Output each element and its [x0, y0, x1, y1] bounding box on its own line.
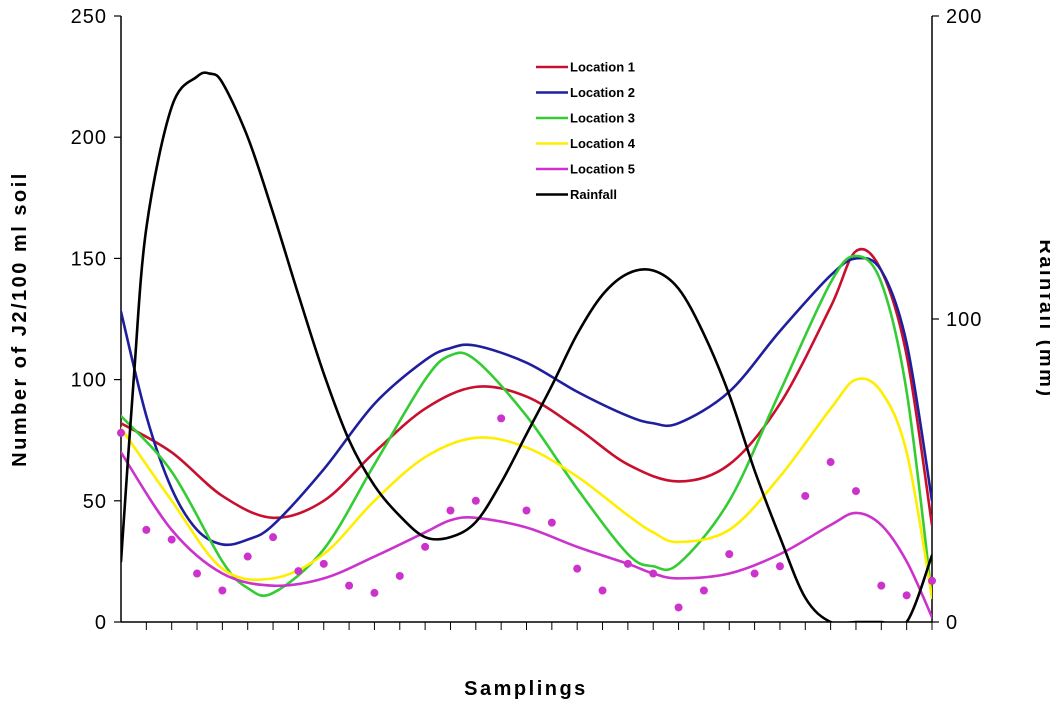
scatter-point: [750, 569, 759, 578]
scatter-point: [725, 550, 734, 559]
location-5-points: [117, 414, 936, 612]
scatter-point: [142, 525, 151, 534]
scatter-point: [902, 591, 911, 600]
right-y-axis-title: Rainfall (mm): [1035, 239, 1050, 398]
scatter-point: [243, 552, 252, 561]
series-lines: [121, 71, 932, 622]
scatter-point: [826, 458, 835, 467]
left-y-tick-label: 200: [71, 127, 107, 149]
series-line-location-5: [121, 451, 932, 619]
scatter-point: [877, 581, 886, 590]
scatter-point: [269, 533, 278, 542]
left-y-axis-ticks: 0 50 100 150 200 250: [71, 6, 121, 634]
series-line-location-1: [121, 247, 932, 527]
scatter-point: [117, 428, 125, 437]
scatter-point: [471, 496, 480, 505]
series-line-rainfall: [121, 71, 932, 622]
scatter-point: [446, 506, 455, 515]
x-axis-ticks: [145, 622, 933, 630]
legend-label: Location 1: [570, 60, 635, 75]
scatter-point: [345, 581, 354, 590]
scatter-point: [851, 487, 860, 496]
scatter-point: [319, 559, 328, 568]
right-y-tick-label: 100: [946, 309, 982, 331]
left-y-tick-label: 100: [71, 370, 107, 392]
scatter-point: [497, 414, 506, 423]
scatter-point: [623, 559, 632, 568]
scatter-point: [167, 535, 176, 544]
scatter-point: [193, 569, 202, 578]
scatter-point: [674, 603, 683, 612]
scatter-point: [775, 562, 784, 571]
scatter-point: [699, 586, 708, 595]
scatter-point: [801, 491, 810, 500]
legend-label: Location 5: [570, 162, 635, 177]
series-line-location-4: [121, 377, 932, 600]
scatter-point: [573, 564, 582, 573]
right-y-axis-ticks: 0 100 200: [932, 6, 982, 634]
legend-label: Location 3: [570, 111, 635, 126]
legend-label: Location 4: [570, 136, 636, 151]
x-axis-title: Samplings: [464, 678, 588, 700]
scatter-point: [218, 586, 227, 595]
scatter-point: [294, 567, 303, 576]
left-y-tick-label: 250: [71, 6, 107, 28]
legend-label: Location 2: [570, 85, 635, 100]
scatter-point: [928, 576, 936, 585]
scatter-point: [522, 506, 531, 515]
scatter-point: [421, 542, 430, 551]
left-y-tick-label: 50: [83, 491, 107, 513]
series-line-location-2: [121, 256, 932, 547]
left-y-axis-title: Number of J2/100 ml soil: [9, 171, 31, 467]
right-y-tick-label: 0: [946, 612, 958, 634]
left-y-tick-label: 150: [71, 248, 107, 270]
right-y-tick-label: 200: [946, 6, 982, 28]
scatter-point: [395, 571, 404, 580]
legend-label: Rainfall: [570, 187, 617, 202]
scatter-point: [547, 518, 556, 527]
scatter-point: [370, 588, 379, 597]
scatter-point: [598, 586, 607, 595]
left-y-tick-label: 0: [95, 612, 107, 634]
scatter-point: [649, 569, 658, 578]
series-line-location-3: [121, 254, 932, 600]
legend: Location 1 Location 2 Location 3 Location 4…: [536, 60, 636, 202]
